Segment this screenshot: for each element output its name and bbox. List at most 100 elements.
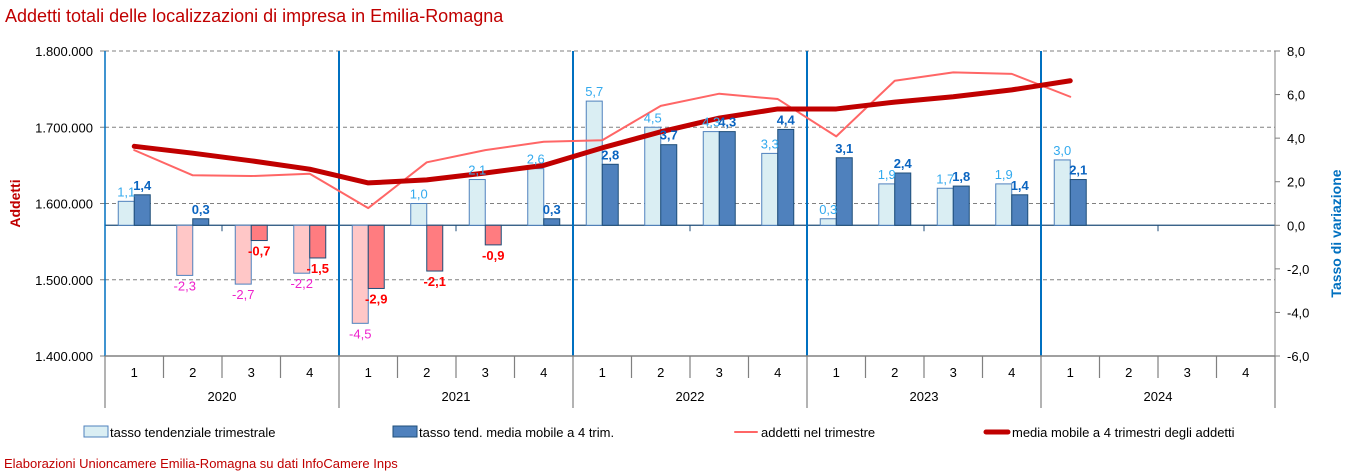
x-tick-label: 1 [1067, 365, 1074, 380]
data-label-tasso-media-mobile: 3,1 [835, 141, 853, 156]
x-tick-label: 1 [599, 365, 606, 380]
x-tick-label: 2 [1125, 365, 1132, 380]
y2-tick-label: 8,0 [1287, 44, 1305, 59]
data-label-tasso-tendenziale: 3,3 [761, 136, 779, 151]
data-label-tasso-tendenziale: 2,1 [468, 163, 486, 178]
lines [131, 71, 1073, 210]
data-label-tasso-tendenziale: 4,3 [702, 115, 720, 130]
y2-axis-title: Tasso di variazione [1328, 169, 1344, 297]
x-tick-label: 3 [1184, 365, 1191, 380]
bar-tasso-media-mobile [309, 224, 327, 259]
data-label-tasso-media-mobile: 4,3 [718, 115, 736, 130]
legend-item: media mobile a 4 trimestri degli addetti [983, 425, 1235, 440]
bar-tasso-media-mobile [601, 163, 619, 226]
bar-tasso-media-mobile [952, 185, 970, 226]
data-label-tasso-tendenziale: 1,9 [878, 167, 896, 182]
bar-tasso-tendenziale [176, 224, 194, 276]
bar-tasso-tendenziale [527, 168, 545, 226]
y-tick-label: 1.800.000 [35, 44, 93, 59]
x-tick-label: 4 [1242, 365, 1249, 380]
bar-tasso-media-mobile [192, 218, 210, 226]
bar-tasso-media-mobile [543, 218, 561, 226]
bar-tasso-media-mobile [367, 224, 385, 289]
data-label-tasso-tendenziale: 1,7 [936, 171, 954, 186]
x-tick-label: 1 [131, 365, 138, 380]
data-label-tasso-media-mobile: 1,4 [1011, 178, 1030, 193]
data-label-tasso-media-mobile: -2,9 [365, 291, 387, 306]
bar-tasso-tendenziale [410, 203, 428, 226]
data-label-tasso-media-mobile: 4,4 [777, 112, 796, 127]
bar-tasso-tendenziale [878, 183, 896, 226]
legend-item: addetti nel trimestre [734, 425, 875, 440]
bar-tasso-tendenziale [234, 224, 252, 285]
data-labels: 1,11,4-2,30,3-2,7-0,7-2,2-1,5-4,5-2,91,0… [117, 84, 1087, 341]
y2-tick-label: -6,0 [1287, 349, 1309, 364]
data-label-tasso-media-mobile: -0,9 [482, 248, 504, 263]
x-year-label: 2021 [442, 389, 471, 404]
x-tick-label: 4 [540, 365, 547, 380]
bars [117, 100, 1087, 324]
x-tick-label: 4 [306, 365, 313, 380]
bar-tasso-tendenziale [761, 152, 779, 226]
data-label-tasso-media-mobile: -0,7 [248, 244, 270, 259]
gridlines [105, 50, 1275, 356]
data-label-tasso-tendenziale: 4,5 [644, 110, 662, 125]
source-note: Elaborazioni Unioncamere Emilia-Romagna … [4, 456, 398, 471]
legend-label: addetti nel trimestre [761, 425, 875, 440]
y2-tick-label: 6,0 [1287, 88, 1305, 103]
y2-tick-label: 2,0 [1287, 175, 1305, 190]
bar-tasso-media-mobile [426, 224, 444, 272]
bar-tasso-tendenziale [995, 183, 1013, 226]
legend: tasso tendenziale trimestrale tasso tend.… [83, 425, 1235, 440]
bar-tasso-media-mobile [894, 172, 912, 226]
x-tick-label: 1 [365, 365, 372, 380]
y2-tick-label: 4,0 [1287, 131, 1305, 146]
legend-swatch [83, 425, 109, 438]
x-tick-label: 2 [657, 365, 664, 380]
y2-tick-label: 0,0 [1287, 218, 1305, 233]
legend-item: tasso tend. media mobile a 4 trim. [392, 425, 614, 440]
bar-tasso-media-mobile [133, 194, 151, 226]
x-year-label: 2024 [1144, 389, 1173, 404]
bar-tasso-tendenziale [351, 224, 369, 324]
y2-tick-label: -4,0 [1287, 305, 1309, 320]
data-label-tasso-tendenziale: 1,1 [117, 184, 135, 199]
x-tick-label: 3 [482, 365, 489, 380]
bar-tasso-tendenziale [819, 218, 837, 226]
y-tick-label: 1.600.000 [35, 197, 93, 212]
bar-tasso-media-mobile [777, 128, 795, 226]
bar-tasso-media-mobile [1011, 194, 1029, 226]
x-tick-label: 2 [189, 365, 196, 380]
data-label-tasso-media-mobile: 1,4 [133, 178, 152, 193]
x-tick-label: 4 [774, 365, 781, 380]
chart-title: Addetti totali delle localizzazioni di i… [5, 6, 504, 26]
data-label-tasso-tendenziale: 5,7 [585, 84, 603, 99]
y2-tick-label: -2,0 [1287, 262, 1309, 277]
bar-tasso-tendenziale [117, 200, 135, 226]
y-tick-label: 1.500.000 [35, 273, 93, 288]
y-axis-title: Addetti [7, 179, 23, 227]
data-label-tasso-media-mobile: 0,3 [192, 202, 210, 217]
bar-tasso-media-mobile [660, 144, 678, 226]
bar-tasso-tendenziale [468, 179, 486, 226]
legend-item: tasso tendenziale trimestrale [83, 425, 275, 440]
data-label-tasso-tendenziale: -4,5 [349, 326, 371, 341]
data-label-tasso-tendenziale: 3,0 [1053, 143, 1071, 158]
x-tick-label: 2 [891, 365, 898, 380]
data-label-tasso-media-mobile: -2,1 [424, 274, 446, 289]
bar-tasso-media-mobile [484, 224, 502, 246]
data-label-tasso-tendenziale: 2,6 [527, 152, 545, 167]
bar-tasso-tendenziale [644, 126, 662, 226]
x-year-label: 2022 [676, 389, 705, 404]
data-label-tasso-tendenziale: 0,3 [819, 202, 837, 217]
legend-label: tasso tendenziale trimestrale [110, 425, 275, 440]
y-tick-label: 1.700.000 [35, 120, 93, 135]
data-label-tasso-media-mobile: 3,7 [660, 128, 678, 143]
legend-label: tasso tend. media mobile a 4 trim. [419, 425, 614, 440]
bar-tasso-media-mobile [835, 157, 853, 226]
bar-tasso-tendenziale [936, 187, 954, 226]
data-label-tasso-media-mobile: -1,5 [307, 261, 329, 276]
x-year-label: 2023 [910, 389, 939, 404]
data-label-tasso-media-mobile: 2,1 [1069, 163, 1087, 178]
